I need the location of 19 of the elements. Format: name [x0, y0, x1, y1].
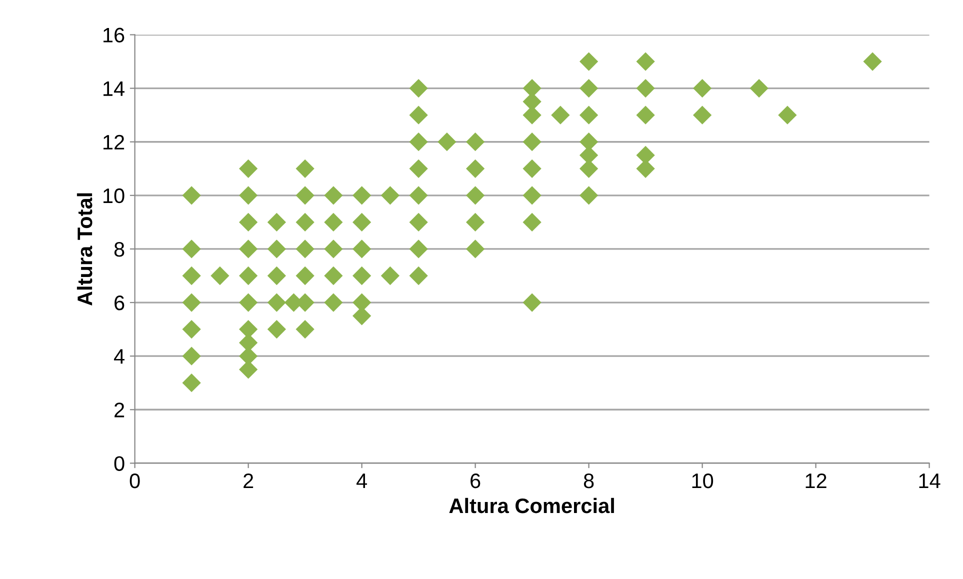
x-tick-label: 8: [584, 473, 594, 488]
y-axis-title: Altura Total: [76, 193, 92, 306]
x-tick-label: 12: [806, 473, 826, 488]
y-tick-label: 0: [114, 456, 124, 471]
y-tick-label: 14: [104, 82, 124, 96]
x-tick-label: 10: [692, 473, 714, 488]
y-tick-label: 10: [104, 188, 124, 204]
y-tick-label: 4: [114, 349, 124, 364]
y-tick-label: 2: [114, 402, 124, 418]
y-tick-label: 6: [114, 296, 124, 310]
y-tick-label: 12: [104, 134, 124, 150]
x-tick-label: 6: [470, 473, 480, 488]
y-tick-label: 16: [104, 28, 124, 42]
x-tick-label: 14: [919, 474, 940, 488]
x-tick-label: 4: [356, 474, 367, 488]
x-tick-label: 0: [130, 473, 140, 488]
y-tick-label: 8: [114, 242, 124, 257]
x-axis-title: Altura Comercial: [449, 498, 614, 514]
x-tick-label: 2: [244, 473, 254, 488]
